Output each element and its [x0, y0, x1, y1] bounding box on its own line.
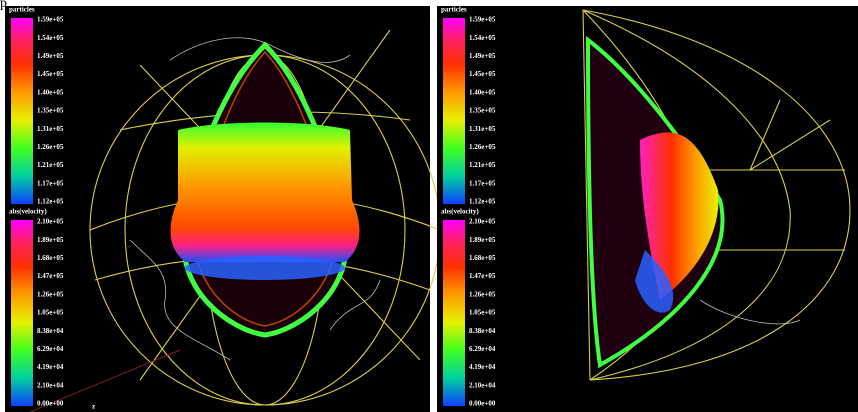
legend-label: 1.35e+05 — [37, 107, 64, 115]
legend-label: 1.31e+05 — [469, 125, 496, 133]
legend-label: 1.59e+05 — [469, 16, 496, 24]
legend-label: 6.29e+04 — [37, 345, 64, 353]
legend-label: 0.00e+00 — [37, 400, 64, 408]
legend-label: 1.21e+05 — [37, 161, 64, 169]
legend-label: 1.40e+05 — [469, 88, 496, 96]
legend-label: 1.89e+05 — [37, 236, 64, 244]
legend-label: 1.54e+05 — [37, 34, 64, 42]
legend-label: 1.35e+05 — [469, 107, 496, 115]
legend-label: 1.26e+05 — [37, 143, 64, 151]
legend-label: 1.26e+05 — [37, 290, 64, 298]
legend-label: 2.10e+04 — [37, 381, 64, 389]
legend-label: 1.05e+05 — [469, 309, 496, 317]
legend-title: abs(velocity) — [9, 208, 47, 216]
legend-label: 8.38e+04 — [469, 327, 496, 335]
legend-title: particles — [9, 6, 35, 14]
legend-title: particles — [441, 6, 467, 14]
legend-label: 2.10e+04 — [469, 381, 496, 389]
legend-label: 1.31e+05 — [37, 125, 64, 133]
legend-label: 1.12e+05 — [469, 198, 496, 206]
legend-label: 1.17e+05 — [469, 179, 496, 187]
legend-label: 1.89e+05 — [469, 236, 496, 244]
color-bar — [11, 220, 33, 406]
legend-label: 8.38e+04 — [37, 327, 64, 335]
legend-label: 1.54e+05 — [469, 34, 496, 42]
color-bar — [443, 18, 465, 204]
legend-label: 1.26e+05 — [469, 143, 496, 151]
panel-left: z — [5, 6, 441, 412]
legend-label: 4.19e+04 — [469, 363, 496, 371]
color-bar — [11, 18, 33, 204]
legends: particles1.59e+051.54e+051.49e+051.45e+0… — [9, 6, 496, 408]
legend-label: 1.68e+05 — [469, 254, 496, 262]
legend-label: 1.59e+05 — [37, 16, 64, 24]
legend-label: 1.40e+05 — [37, 88, 64, 96]
header-fragment: p — [0, 0, 7, 11]
legend-label: 2.10e+05 — [37, 218, 64, 226]
panel-right — [437, 6, 858, 412]
legend-label: 1.17e+05 — [37, 179, 64, 187]
legend-label: 1.45e+05 — [37, 70, 64, 78]
axis-label: z — [92, 403, 95, 411]
legend-label: 0.00e+00 — [469, 400, 496, 408]
legend-label: 1.21e+05 — [469, 161, 496, 169]
legend-label: 1.47e+05 — [37, 272, 64, 280]
legend-label: 2.10e+05 — [469, 218, 496, 226]
legend-label: 1.45e+05 — [469, 70, 496, 78]
legend-title: abs(velocity) — [441, 208, 479, 216]
legend-label: 1.47e+05 — [469, 272, 496, 280]
legend-label: 6.29e+04 — [469, 345, 496, 353]
legend-label: 1.68e+05 — [37, 254, 64, 262]
legend-label: 1.49e+05 — [469, 52, 496, 60]
legend-label: 1.12e+05 — [37, 198, 64, 206]
legend-label: 1.05e+05 — [37, 309, 64, 317]
legend-label: 4.19e+04 — [37, 363, 64, 371]
color-bar — [443, 220, 465, 406]
legend-label: 1.26e+05 — [469, 290, 496, 298]
legend-label: 1.49e+05 — [37, 52, 64, 60]
